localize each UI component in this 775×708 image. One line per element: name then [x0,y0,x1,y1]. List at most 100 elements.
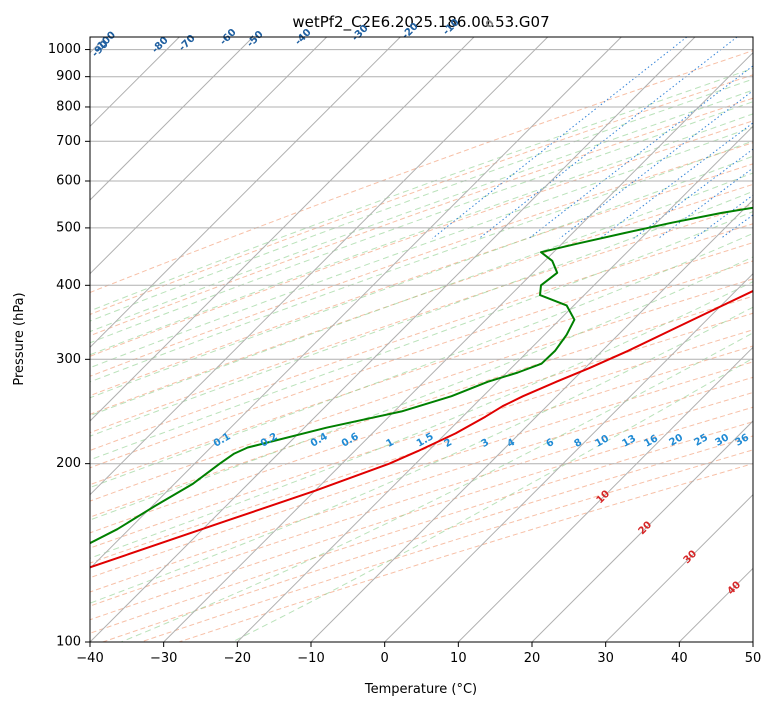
mixing-ratio-line [559,90,753,239]
isotherm [163,51,753,642]
mixing-ratio-label: 25 [692,432,710,449]
dry-adiabat [90,295,753,518]
x-tick-label: 0 [381,651,389,666]
y-tick-label: 500 [56,220,81,235]
moist-adiabat [90,281,753,559]
temperature-line [90,289,753,569]
dry-adiabat [90,345,753,564]
y-tick-label: 400 [56,278,81,293]
dry-adiabat [90,391,753,607]
dry-adiabat [90,278,753,502]
y-tick-label: 800 [56,99,81,114]
moist-adiabat-label: 40 [726,580,744,598]
isotherm [310,199,753,642]
mixing-ratio-label: 0.6 [340,431,361,449]
isotherm [384,272,753,642]
isotherm [236,125,753,642]
mixing-ratio-label: 10 [593,433,611,450]
isotherm [90,37,254,201]
dry-adiabat [90,74,753,316]
y-axis-ticks: 100 200 300 400 500 600 700 800 900 1000 [48,42,90,650]
mixing-ratio-label: 20 [667,432,685,449]
dry-adiabat [90,183,753,415]
y-axis-label: Pressure (hPa) [12,292,27,385]
isotherm-label: -50 [245,29,266,50]
isotherm [457,346,753,642]
dry-adiabat [90,361,753,579]
mixing-ratio-line [633,148,753,239]
moist-adiabat [90,78,753,322]
plot-frame [89,36,754,643]
dry-adiabat [90,242,753,469]
dry-adiabat [102,435,753,642]
mixing-ratio-label: 6 [544,437,556,450]
isotherm [90,37,622,570]
dry-adiabat [90,120,753,357]
profile-lines [90,206,753,569]
x-tick-label: 50 [745,651,762,666]
x-axis-ticks: −40 −30 −20 −10 0 10 20 30 40 50 [76,642,761,666]
mixing-ratio-label: 0.2 [259,431,280,449]
mixing-ratio-label: 13 [620,433,638,450]
dry-adiabat [90,223,753,451]
dewpoint-line [90,206,753,545]
y-tick-label: 300 [56,352,81,367]
isotherm [90,37,475,422]
x-tick-label: 20 [524,651,541,666]
dry-adiabat [90,97,753,337]
y-tick-label: 700 [56,134,81,149]
x-tick-label: −10 [297,651,324,666]
moist-adiabat [90,101,753,344]
x-axis-label: Temperature (°C) [364,682,477,697]
mixing-ratio-label: 1 [384,437,396,450]
moist-adiabat [90,140,753,383]
mixing-ratio-line [658,167,753,239]
isotherm [90,37,549,496]
y-tick-label: 900 [56,69,81,84]
mixing-ratio-line [694,194,753,239]
isotherm [752,641,753,642]
moist-adiabat [90,67,753,312]
grid [90,37,753,642]
y-tick-label: 1000 [48,42,81,57]
moist-adiabat [90,232,753,489]
mixing-ratio-label: 8 [572,437,584,450]
moist-adiabat [90,155,753,399]
mixing-ratio-line [760,37,775,238]
moist-adiabat [90,306,753,604]
x-tick-label: 30 [597,651,614,666]
mixing-ratio-label: 2 [442,437,454,450]
x-tick-label: −40 [76,651,103,666]
dry-adiabat [90,329,753,549]
dry-adiabat [90,50,753,294]
isotherm [531,420,753,642]
isotherm [90,37,696,642]
dry-adiabat [90,142,753,377]
y-tick-label: 600 [56,173,81,188]
x-tick-label: −20 [224,651,251,666]
isotherm-label: -80 [150,35,171,56]
dry-adiabat [90,203,753,434]
y-tick-label: 100 [56,635,81,650]
dry-adiabat [90,163,753,397]
moist-adiabat [90,210,753,461]
moist-adiabat [90,190,753,437]
x-tick-label: −30 [150,651,177,666]
y-tick-label: 200 [56,456,81,471]
mixing-ratio-line [432,37,688,239]
moist-adiabat [90,89,753,333]
isotherm [90,37,328,275]
moist-adiabat [90,172,753,417]
mixing-ratio-label: 36 [733,432,751,449]
background-lines [90,37,775,642]
moist-adiabat [90,256,753,521]
mixing-ratio-label: 4 [505,437,517,450]
moist-adiabat [120,332,753,642]
moist-adiabat [90,113,753,356]
dry-adiabat [90,376,753,593]
chart-title: wetPf2_C2E6.2025.186.00.53.G07 [292,13,549,32]
mixing-ratio-label: 3 [479,437,491,450]
x-tick-label: 40 [671,651,688,666]
dry-adiabat [178,463,753,642]
